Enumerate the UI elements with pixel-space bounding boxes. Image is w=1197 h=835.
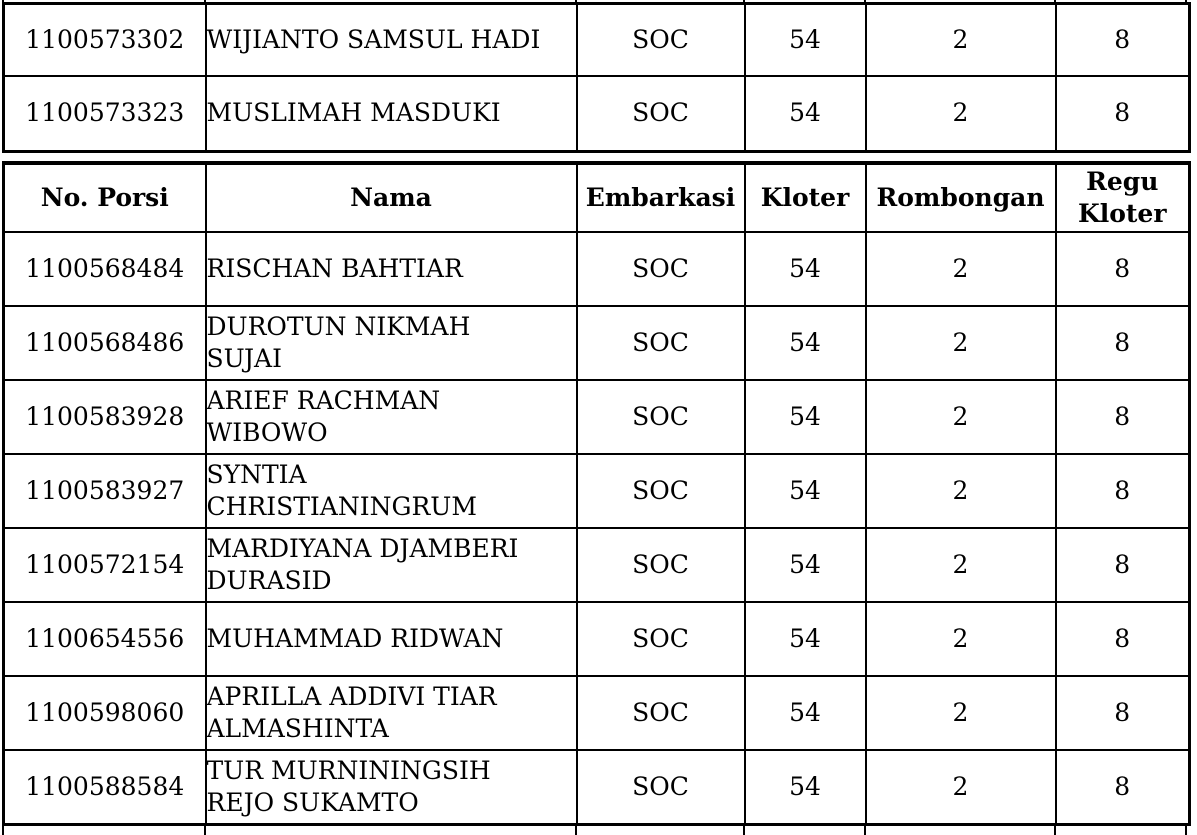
cell-no-porsi: 1100654556 — [2, 601, 207, 677]
header-kloter: Kloter — [743, 162, 867, 233]
cell-embarkasi: SOC — [575, 453, 746, 529]
cell-rombongan: 2 — [864, 453, 1057, 529]
border-stub — [204, 0, 206, 3]
cell-rombongan: 2 — [864, 749, 1057, 826]
cell-regu-kloter: 8 — [1054, 749, 1191, 826]
cell-rombongan: 2 — [864, 527, 1057, 603]
border-stub — [2, 0, 4, 3]
cell-nama: APRILLA ADDIVI TIAR ALMASHINTA — [204, 675, 578, 751]
border-stub — [2, 826, 4, 835]
border-stub — [1054, 0, 1056, 3]
cell-kloter: 54 — [743, 601, 867, 677]
cell-kloter: 54 — [743, 527, 867, 603]
cell-kloter: 54 — [743, 305, 867, 381]
cell-nama: RISCHAN BAHTIAR — [204, 231, 578, 307]
cell-rombongan: 2 — [864, 305, 1057, 381]
header-embarkasi: Embarkasi — [575, 162, 746, 233]
cell-no-porsi: 1100588584 — [2, 749, 207, 826]
cell-regu-kloter: 8 — [1054, 2, 1191, 77]
cell-nama: ARIEF RACHMAN WIBOWO — [204, 379, 578, 455]
table-row: 1100573302 WIJIANTO SAMSUL HADI SOC 54 2… — [2, 2, 1191, 77]
cell-no-porsi: 1100568486 — [2, 305, 207, 381]
table-row: 1100654556 MUHAMMAD RIDWAN SOC 54 2 8 — [2, 601, 1191, 677]
cell-regu-kloter: 8 — [1054, 379, 1191, 455]
header-rombongan: Rombongan — [864, 162, 1057, 233]
header-no-porsi: No. Porsi — [2, 162, 207, 233]
table-row: 1100572154 MARDIYANA DJAMBERI DURASID SO… — [2, 527, 1191, 603]
cell-kloter: 54 — [743, 2, 867, 77]
cell-kloter: 54 — [743, 75, 867, 153]
cell-nama: MARDIYANA DJAMBERI DURASID — [204, 527, 578, 603]
cell-embarkasi: SOC — [575, 231, 746, 307]
border-stub — [1185, 826, 1187, 835]
table-row: 1100588584 TUR MURNININGSIH REJO SUKAMTO… — [2, 749, 1191, 826]
cell-nama: TUR MURNININGSIH REJO SUKAMTO — [204, 749, 578, 826]
cell-no-porsi: 1100583928 — [2, 379, 207, 455]
cell-no-porsi: 1100572154 — [2, 527, 207, 603]
cell-kloter: 54 — [743, 453, 867, 529]
header-nama: Nama — [204, 162, 578, 233]
cell-regu-kloter: 8 — [1054, 453, 1191, 529]
cell-embarkasi: SOC — [575, 601, 746, 677]
cell-regu-kloter: 8 — [1054, 527, 1191, 603]
cell-kloter: 54 — [743, 231, 867, 307]
cell-rombongan: 2 — [864, 675, 1057, 751]
table-row: 1100568484 RISCHAN BAHTIAR SOC 54 2 8 — [2, 231, 1191, 307]
cell-rombongan: 2 — [864, 231, 1057, 307]
border-stub — [1054, 826, 1056, 835]
cell-no-porsi: 1100598060 — [2, 675, 207, 751]
border-stub — [864, 826, 866, 835]
table-header-row: No. Porsi Nama Embarkasi Kloter Rombonga… — [2, 162, 1191, 233]
cell-embarkasi: SOC — [575, 2, 746, 77]
cell-regu-kloter: 8 — [1054, 305, 1191, 381]
cell-rombongan: 2 — [864, 2, 1057, 77]
cell-nama: DUROTUN NIKMAH SUJAI — [204, 305, 578, 381]
cell-nama: MUSLIMAH MASDUKI — [204, 75, 578, 153]
cell-regu-kloter: 8 — [1054, 601, 1191, 677]
cell-regu-kloter: 8 — [1054, 675, 1191, 751]
header-regu-kloter: Regu Kloter — [1054, 162, 1191, 233]
table-row: 1100583928 ARIEF RACHMAN WIBOWO SOC 54 2… — [2, 379, 1191, 455]
cell-regu-kloter: 8 — [1054, 231, 1191, 307]
cell-kloter: 54 — [743, 379, 867, 455]
cell-embarkasi: SOC — [575, 527, 746, 603]
cell-regu-kloter: 8 — [1054, 75, 1191, 153]
cell-rombongan: 2 — [864, 379, 1057, 455]
border-stub — [575, 826, 577, 835]
cell-nama: MUHAMMAD RIDWAN — [204, 601, 578, 677]
table-row: 1100598060 APRILLA ADDIVI TIAR ALMASHINT… — [2, 675, 1191, 751]
cell-embarkasi: SOC — [575, 305, 746, 381]
border-stub — [1185, 0, 1187, 3]
cell-no-porsi: 1100583927 — [2, 453, 207, 529]
cell-nama: WIJIANTO SAMSUL HADI — [204, 2, 578, 77]
cell-embarkasi: SOC — [575, 75, 746, 153]
cell-nama: SYNTIA CHRISTIANINGRUM — [204, 453, 578, 529]
cell-embarkasi: SOC — [575, 675, 746, 751]
cell-no-porsi: 1100573302 — [2, 2, 207, 77]
border-stub — [204, 826, 206, 835]
border-stub — [743, 0, 745, 3]
pilgrim-table-main: No. Porsi Nama Embarkasi Kloter Rombonga… — [2, 161, 1191, 826]
cell-rombongan: 2 — [864, 601, 1057, 677]
border-stub — [743, 826, 745, 835]
cell-no-porsi: 1100573323 — [2, 75, 207, 153]
cell-no-porsi: 1100568484 — [2, 231, 207, 307]
table-row: 1100568486 DUROTUN NIKMAH SUJAI SOC 54 2… — [2, 305, 1191, 381]
table-row: 1100573323 MUSLIMAH MASDUKI SOC 54 2 8 — [2, 75, 1191, 153]
border-stub — [864, 0, 866, 3]
cell-kloter: 54 — [743, 675, 867, 751]
cell-kloter: 54 — [743, 749, 867, 826]
cell-embarkasi: SOC — [575, 749, 746, 826]
cell-embarkasi: SOC — [575, 379, 746, 455]
table-row: 1100583927 SYNTIA CHRISTIANINGRUM SOC 54… — [2, 453, 1191, 529]
pilgrim-table-top-partial: 1100573302 WIJIANTO SAMSUL HADI SOC 54 2… — [2, 2, 1191, 153]
border-stub — [575, 0, 577, 3]
cell-rombongan: 2 — [864, 75, 1057, 153]
